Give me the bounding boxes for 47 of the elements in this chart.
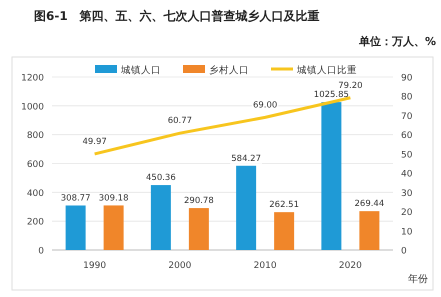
y-tick-label: 200 [26,218,44,228]
y2-tick-label: 60 [401,131,413,142]
data-label: 262.51 [269,200,299,210]
y2-tick-label: 40 [401,170,413,180]
x-tick-label: 2020 [338,261,362,271]
legend-label: 城镇人口比重 [296,64,357,76]
y-tick-label: 0 [38,246,44,256]
data-label: 60.77 [168,116,192,126]
x-tick-label: 1990 [83,261,106,271]
x-tick-label: 2000 [168,261,192,271]
bar [188,208,209,250]
data-label: 69.00 [252,100,278,110]
data-label: 1025.85 [314,90,349,100]
bar [104,205,124,250]
y-tick-label: 1000 [21,102,44,112]
data-label: 269.44 [354,199,384,210]
legend-label: 乡村人口 [209,64,249,76]
y-tick-label: 400 [26,188,44,199]
data-label: 79.20 [338,80,363,91]
x-tick-label: 2010 [254,261,277,271]
y-tick-label: 600 [26,160,44,170]
y2-tick-label: 90 [401,74,413,84]
legend-label: 城镇人口 [120,64,161,76]
y2-tick-label: 80 [401,92,413,103]
y2-tick-label: 30 [401,188,413,199]
data-label: 308.77 [60,193,90,204]
bar [236,166,256,250]
x-axis-title: 年份 [408,273,428,285]
bar [66,205,86,250]
data-label: 584.27 [231,154,261,164]
bar [321,102,342,250]
data-label: 309.18 [98,193,128,204]
bar [359,211,380,250]
chart-title: 图6-1 第四、五、六、七次人口普查城乡人口及比重 [34,9,320,23]
bar [274,212,294,250]
y-tick-label: 800 [26,131,44,142]
bar [150,185,171,250]
data-label: 450.36 [146,173,176,184]
y2-tick-label: 50 [401,150,413,160]
y2-tick-label: 20 [401,208,413,218]
chart-subtitle: 单位：万人、% [358,35,436,48]
y2-tick-label: 70 [401,112,413,122]
y2-tick-label: 0 [401,246,407,256]
data-label: 290.78 [184,196,214,206]
y-tick-label: 1200 [21,74,44,84]
data-label: 49.97 [82,136,107,147]
y2-tick-label: 10 [401,227,413,238]
